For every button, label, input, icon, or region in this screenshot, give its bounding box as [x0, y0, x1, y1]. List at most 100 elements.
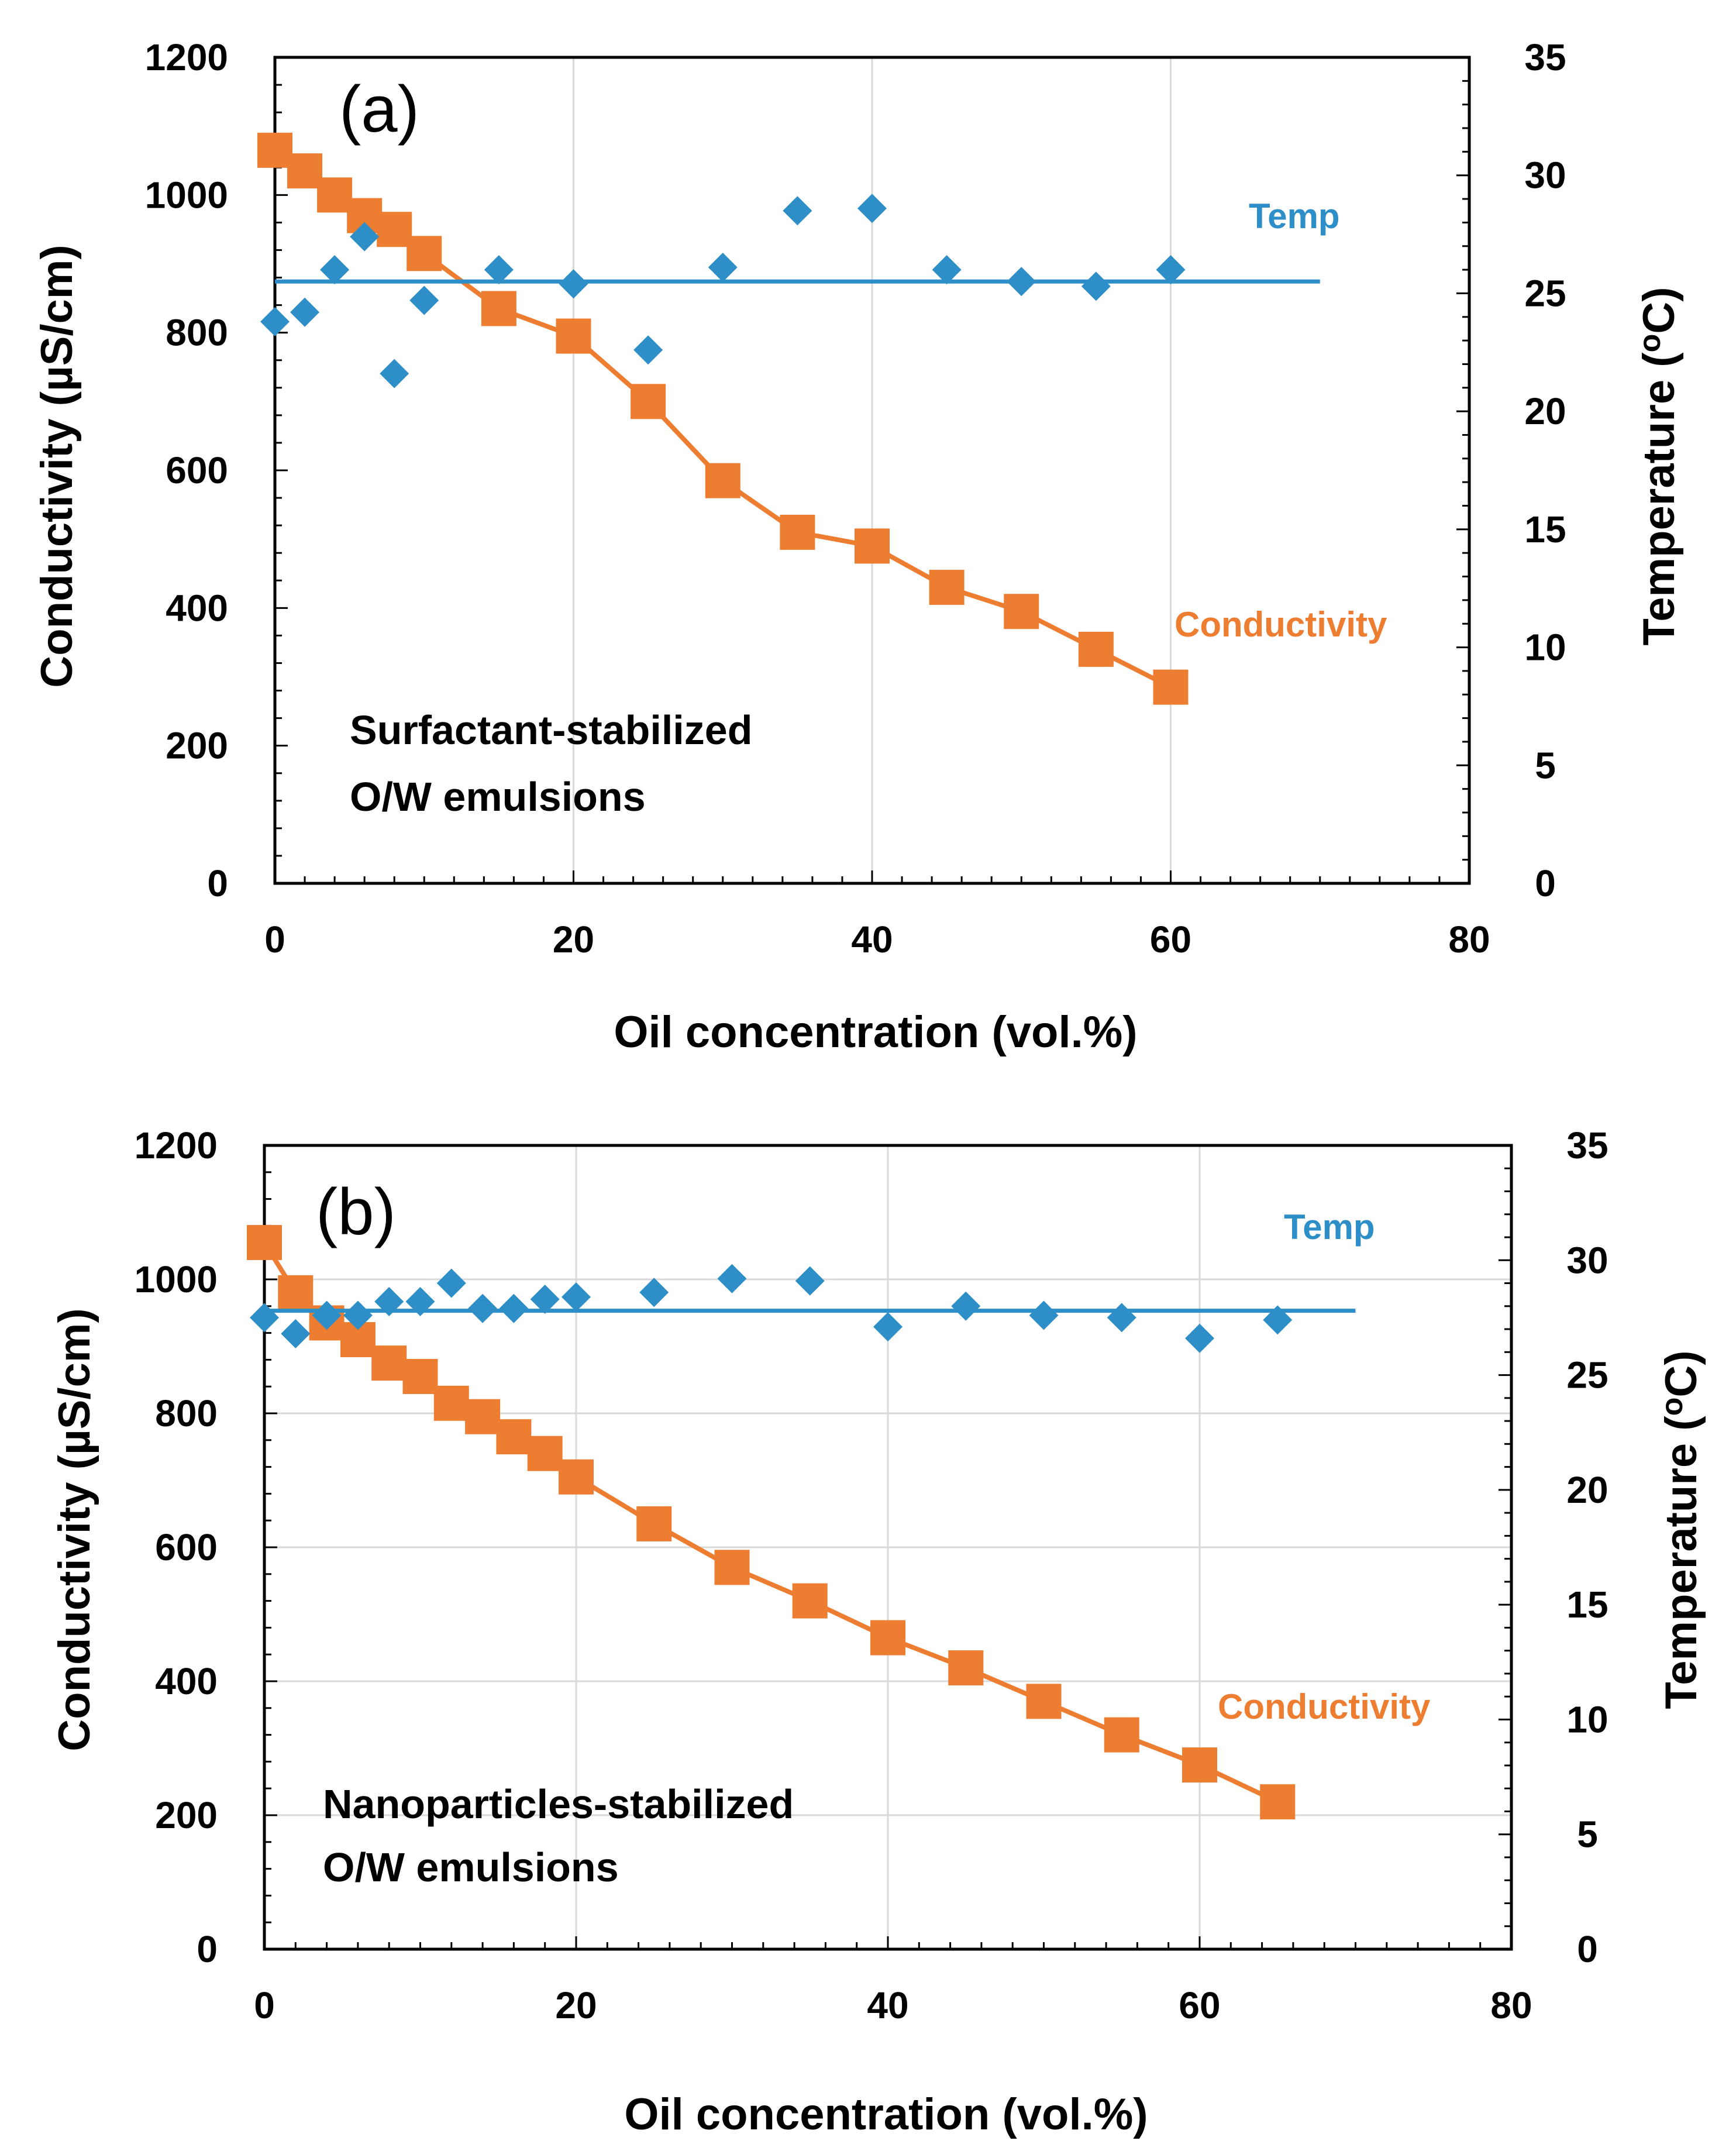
conductivity-point	[792, 1583, 828, 1619]
panel-label-a: (a)	[339, 73, 419, 146]
y2-tick-label: 35	[1566, 1124, 1608, 1166]
temp-point	[951, 1291, 981, 1321]
conductivity-point	[287, 153, 323, 189]
temp-point	[380, 359, 409, 388]
y2-tick-label: 10	[1524, 627, 1566, 669]
conductivity-point	[705, 463, 740, 498]
plot-frame-a	[273, 56, 1471, 885]
y2-tick-label: 15	[1524, 508, 1566, 550]
y-tick-label: 800	[155, 1392, 218, 1434]
temp-point	[1029, 1300, 1059, 1330]
x-tick-label: 20	[555, 1984, 597, 2026]
series-layer-b	[247, 1225, 1356, 1820]
y-tick-label: 600	[166, 449, 228, 491]
y2-tick-label: 30	[1524, 154, 1566, 197]
series-temp-b	[250, 1264, 1293, 1353]
y2-tick-label: 0	[1535, 862, 1556, 904]
conductivity-point	[1153, 669, 1189, 705]
x-axis-title-a: Oil concentration (vol.%)	[614, 1007, 1137, 1057]
y-tick-label: 600	[155, 1526, 218, 1568]
panel-label-b: (b)	[316, 1175, 396, 1248]
y-tick-label: 1200	[145, 36, 228, 78]
y-axis-title-a: Conductivity (µS/cm)	[32, 245, 82, 687]
y2-tick-label: 5	[1577, 1813, 1598, 1856]
temp-point	[468, 1293, 498, 1323]
x-tick-label: 0	[254, 1984, 275, 2026]
temp-point	[499, 1293, 529, 1323]
y2-tick-label: 25	[1524, 272, 1566, 314]
tick-labels-a: 0 20 40 60 800200400600800100012000510152025…	[145, 36, 1566, 961]
conductivity-point	[317, 177, 353, 213]
conductivity-point	[407, 236, 442, 271]
x-tick-label: 40	[851, 918, 893, 961]
series-conductivity-a	[257, 132, 1189, 705]
chart-panel-a: 0 20 40 60 800200400600800100012000510152025…	[32, 36, 1684, 1057]
conductivity-point	[855, 528, 890, 564]
y-axis-title-b: Conductivity (µS/cm)	[50, 1308, 99, 1751]
temp-point	[281, 1319, 311, 1348]
y2-tick-label: 20	[1524, 390, 1566, 432]
x-tick-label: 60	[1150, 918, 1191, 961]
temp-point	[717, 1264, 747, 1293]
conductivity-point	[556, 318, 591, 354]
conductivity-point	[559, 1459, 594, 1495]
temp-point	[320, 255, 350, 285]
temp-point	[1185, 1323, 1214, 1353]
temp-point	[783, 196, 812, 226]
temp-point	[290, 297, 320, 327]
y-tick-label: 0	[197, 1928, 218, 1970]
y-tick-label: 800	[166, 312, 228, 354]
conductivity-point	[377, 212, 412, 247]
conductivity-point	[496, 1419, 532, 1455]
y2-tick-label: 30	[1566, 1239, 1608, 1281]
conductivity-point	[1078, 631, 1114, 667]
x-tick-label: 40	[867, 1984, 908, 2026]
temp-point	[795, 1266, 825, 1296]
conductivity-point	[1004, 594, 1039, 629]
annotation-line-2-a: O/W emulsions	[350, 774, 646, 820]
y-tick-label: 1000	[145, 174, 228, 216]
conductivity-point	[948, 1650, 984, 1686]
temp-point	[350, 222, 380, 252]
temp-point	[562, 1282, 591, 1312]
temp-point	[436, 1268, 466, 1298]
temp-point	[409, 285, 439, 315]
y2-tick-label: 20	[1566, 1469, 1608, 1511]
temp-point	[633, 335, 663, 365]
annotation-line-1-a: Surfactant-stabilized	[350, 707, 752, 753]
conductivity-point	[714, 1550, 750, 1585]
conductivity-point	[636, 1506, 672, 1541]
x-axis-title-b: Oil concentration (vol.%)	[624, 2090, 1148, 2139]
y-tick-label: 400	[166, 587, 228, 629]
x-tick-label: 20	[553, 918, 594, 961]
temp-point	[639, 1278, 669, 1307]
y2-tick-label: 25	[1566, 1354, 1608, 1396]
conductivity-point	[1104, 1717, 1139, 1753]
y2-tick-label: 15	[1566, 1584, 1608, 1626]
annotation-line-1-b: Nanoparticles-stabilized	[323, 1781, 794, 1827]
y2-tick-label: 10	[1566, 1698, 1608, 1740]
conductivity-point	[870, 1620, 905, 1656]
temp-point	[873, 1312, 903, 1342]
conductivity-point	[929, 570, 965, 605]
y2-tick-label: 5	[1535, 744, 1556, 786]
conductivity-point	[1026, 1684, 1062, 1719]
y2-tick-label: 0	[1577, 1928, 1598, 1970]
conductivity-point	[433, 1385, 469, 1421]
conductivity-point	[247, 1225, 282, 1261]
temp-point	[343, 1300, 373, 1330]
y2-axis-title-a: Temperature (oC)	[1633, 287, 1684, 645]
conductivity-point	[1260, 1784, 1296, 1820]
y-tick-label: 200	[166, 725, 228, 767]
temp-point	[857, 194, 887, 223]
conductivity-point	[371, 1345, 407, 1381]
series-temp-a	[260, 194, 1186, 388]
x-tick-label: 80	[1490, 1984, 1532, 2026]
temp-point	[708, 253, 738, 283]
temp-point	[1156, 255, 1186, 285]
chart-panel-b: 0 20 40 60 800200400600800100012000510152025…	[50, 1124, 1706, 2139]
temp-point	[530, 1285, 560, 1314]
conductivity-point	[481, 291, 516, 326]
